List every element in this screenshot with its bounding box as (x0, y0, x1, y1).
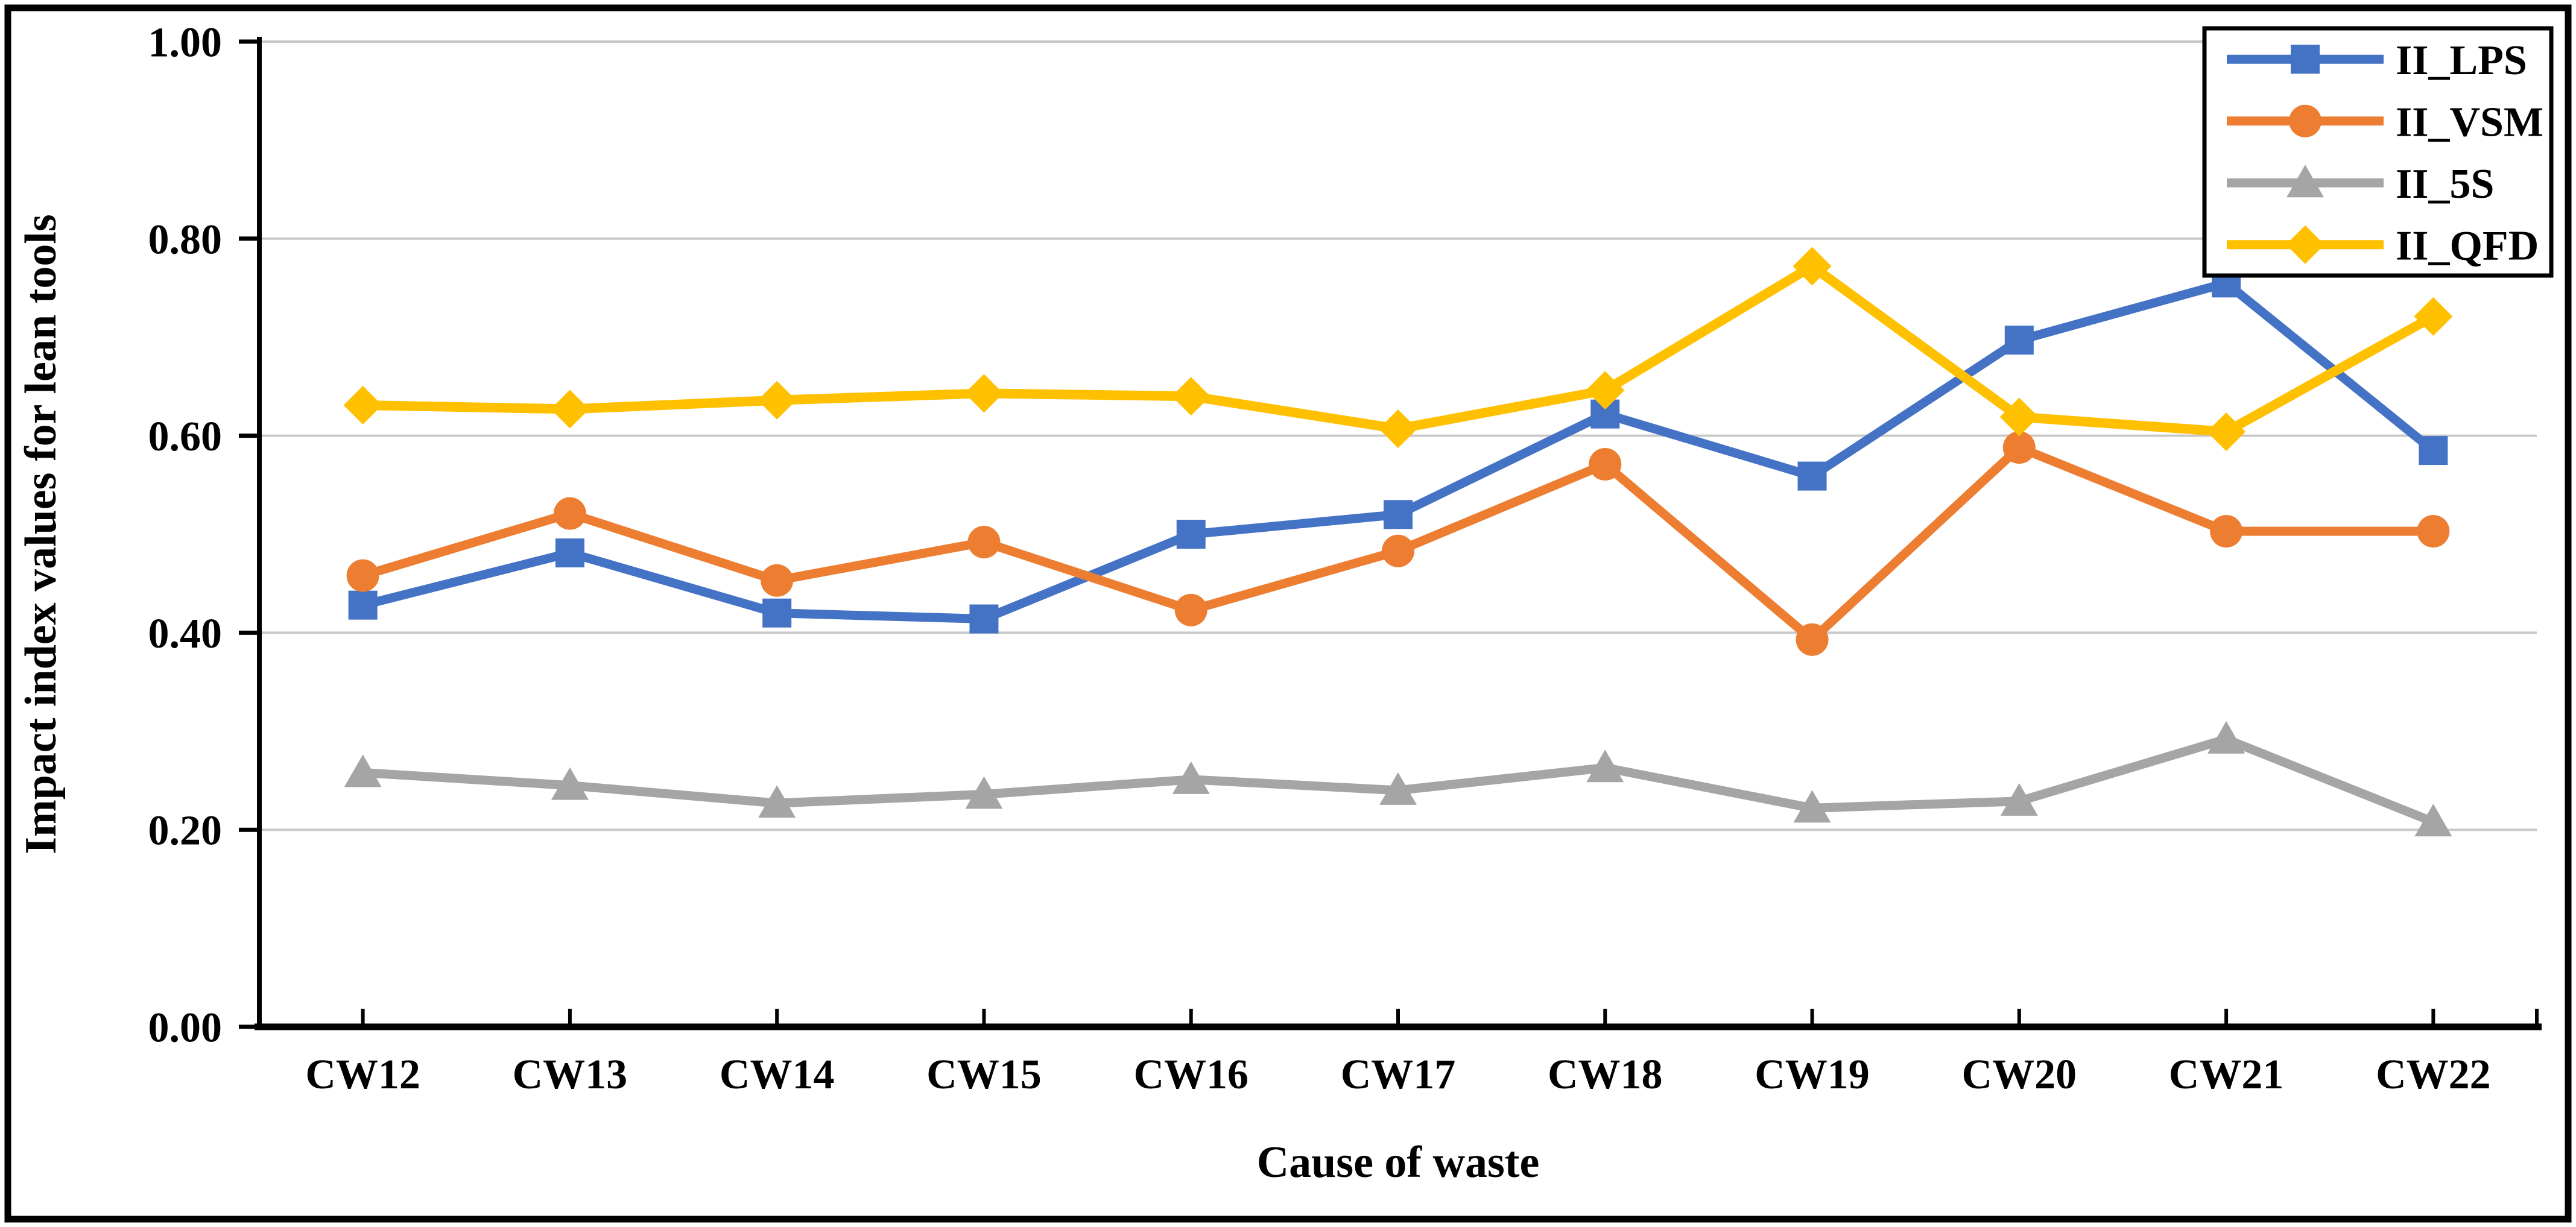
marker-II_5S-CW20 (2000, 783, 2038, 816)
marker-II_QFD-CW22 (2414, 297, 2453, 336)
y-tick-label-0.00: 0.00 (148, 1005, 223, 1052)
marker-II_5S-CW13 (551, 767, 589, 800)
x-category-label-CW13: CW13 (513, 1052, 628, 1098)
marker-II_QFD-CW12 (343, 385, 382, 424)
legend-marker-II_VSM (2289, 104, 2321, 137)
marker-II_QFD-CW21 (2207, 412, 2246, 452)
x-category-label-CW21: CW21 (2169, 1052, 2284, 1098)
marker-II_QFD-CW20 (1999, 397, 2039, 437)
marker-II_5S-CW12 (344, 754, 382, 787)
x-axis-title: Cause of waste (1257, 1138, 1540, 1187)
y-tick-label-1.00: 1.00 (148, 20, 223, 66)
marker-II_VSM-CW16 (1174, 593, 1207, 626)
marker-II_LPS-CW15 (969, 604, 999, 634)
marker-II_VSM-CW19 (1796, 623, 1829, 656)
marker-II_VSM-CW18 (1589, 447, 1622, 481)
legend-label-II_5S: II_5S (2396, 161, 2494, 207)
x-category-label-CW12: CW12 (305, 1052, 420, 1098)
marker-II_VSM-CW20 (2002, 431, 2036, 464)
figure-border (4, 4, 2572, 1223)
marker-II_LPS-CW17 (1384, 500, 1413, 529)
y-tick-label-0.80: 0.80 (148, 216, 223, 263)
x-category-label-CW22: CW22 (2376, 1052, 2491, 1098)
x-category-label-CW18: CW18 (1548, 1052, 1663, 1098)
marker-II_5S-CW22 (2414, 804, 2452, 837)
marker-II_5S-CW15 (965, 776, 1003, 809)
legend-item-II_QFD: II_QFD (2227, 222, 2539, 269)
legend-label-II_LPS: II_LPS (2396, 37, 2527, 84)
series-II_VSM (346, 431, 2450, 656)
legend-label-II_VSM: II_VSM (2396, 99, 2543, 145)
y-tick-label-0.60: 0.60 (148, 414, 223, 460)
marker-II_5S-CW16 (1172, 761, 1210, 794)
marker-II_VSM-CW12 (346, 559, 379, 592)
marker-II_LPS-CW16 (1176, 520, 1206, 549)
marker-II_VSM-CW14 (761, 564, 794, 597)
axes (239, 37, 2542, 1030)
legend-item-II_VSM: II_VSM (2227, 99, 2543, 145)
marker-II_LPS-CW20 (2004, 326, 2034, 355)
marker-II_5S-CW19 (1793, 790, 1831, 823)
marker-II_LPS-CW19 (1797, 461, 1827, 491)
marker-II_QFD-CW19 (1793, 247, 1832, 286)
series-layer (343, 247, 2453, 837)
marker-II_VSM-CW15 (967, 526, 1001, 559)
marker-II_5S-CW18 (1586, 749, 1624, 783)
series-II_5S (344, 721, 2452, 837)
marker-II_LPS-CW22 (2419, 436, 2448, 465)
marker-II_LPS-CW14 (762, 598, 792, 628)
marker-II_VSM-CW21 (2210, 515, 2243, 548)
legend-marker-II_LPS (2291, 45, 2320, 74)
marker-II_VSM-CW17 (1382, 534, 1414, 567)
marker-II_QFD-CW16 (1171, 377, 1210, 416)
x-category-label-CW15: CW15 (926, 1052, 1042, 1098)
legend: II_LPS II_VSM II_5S II_QFD (2202, 26, 2554, 278)
marker-II_VSM-CW13 (553, 497, 586, 530)
axis-tick-labels: 0.00 0.20 0.40 0.60 0.80 1.00 CW12 CW13 CW14 CW15… (148, 20, 2491, 1099)
marker-II_LPS-CW12 (348, 590, 378, 620)
legend-marker-II_5S (2286, 165, 2324, 198)
legend-label-II_QFD: II_QFD (2396, 222, 2539, 269)
legend-marker-II_QFD (2286, 225, 2324, 264)
marker-II_QFD-CW14 (758, 380, 797, 420)
y-axis-title: Impact index values for lean tools (16, 214, 66, 854)
series-II_QFD (343, 247, 2453, 452)
x-category-label-CW19: CW19 (1755, 1052, 1870, 1098)
legend-item-II_5S: II_5S (2227, 161, 2494, 207)
legend-item-II_LPS: II_LPS (2227, 37, 2527, 84)
x-category-label-CW17: CW17 (1341, 1052, 1456, 1098)
marker-II_5S-CW14 (758, 785, 796, 818)
marker-II_QFD-CW18 (1586, 371, 1625, 410)
marker-II_VSM-CW22 (2417, 515, 2450, 548)
marker-II_QFD-CW13 (550, 390, 589, 429)
y-tick-label-0.20: 0.20 (148, 808, 223, 854)
marker-II_5S-CW17 (1379, 772, 1417, 805)
y-tick-label-0.40: 0.40 (148, 611, 223, 657)
x-category-label-CW14: CW14 (720, 1052, 835, 1098)
series-II_LPS (348, 268, 2448, 634)
marker-II_QFD-CW15 (964, 374, 1004, 413)
x-category-label-CW20: CW20 (1962, 1052, 2077, 1098)
marker-II_LPS-CW13 (555, 538, 584, 568)
x-category-label-CW16: CW16 (1133, 1052, 1248, 1098)
marker-II_5S-CW21 (2207, 721, 2245, 754)
legend-box (2202, 26, 2554, 278)
marker-II_QFD-CW17 (1379, 409, 1417, 449)
